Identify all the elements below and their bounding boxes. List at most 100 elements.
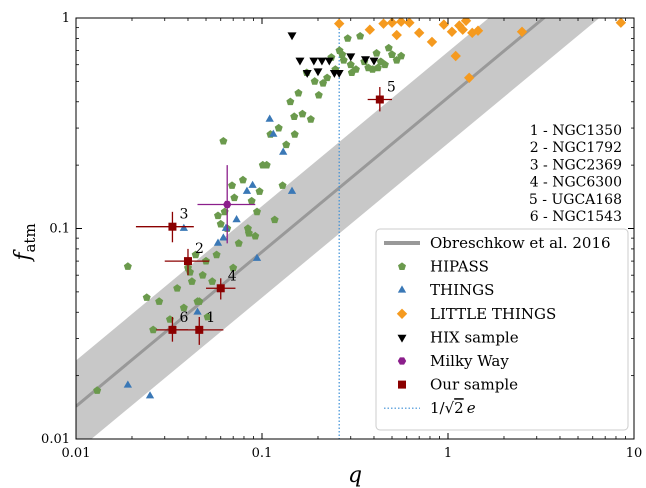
y-tick-label: 0.1 — [49, 222, 70, 237]
hipass-point — [191, 250, 200, 259]
hipass-point — [310, 77, 319, 85]
things-point — [145, 391, 155, 399]
little-things-point — [364, 24, 376, 35]
things-point — [287, 186, 297, 194]
little-things-point — [438, 19, 450, 30]
legend-label: LITTLE THINGS — [430, 305, 556, 323]
annotation-item: 6 - NGC1543 — [530, 209, 622, 225]
annotation-item: 2 - NGC1792 — [530, 140, 622, 156]
our-sample-point — [168, 222, 177, 231]
x-tick-label: 10 — [626, 446, 643, 461]
hipass-point — [397, 51, 406, 60]
hipass-point — [219, 136, 228, 145]
hipass-point — [290, 130, 299, 138]
legend-marker-square — [398, 380, 406, 389]
legend-label: HIPASS — [430, 258, 489, 276]
x-tick-label: 0.01 — [62, 446, 91, 461]
our-sample-point — [168, 325, 177, 334]
hipass-point — [212, 250, 221, 259]
hix-sample-point — [313, 68, 323, 77]
annotation-item: 4 - NGC6300 — [530, 175, 622, 191]
things-point — [242, 186, 252, 194]
hipass-point — [373, 63, 382, 72]
point-label: 2 — [195, 241, 204, 257]
legend-label: HIX sample — [430, 328, 519, 346]
y-tick-label: 1 — [62, 11, 70, 26]
hix-sample-point — [346, 53, 356, 62]
hipass-point — [251, 231, 260, 240]
hipass-point — [228, 181, 237, 189]
hix-sample-point — [317, 57, 327, 66]
hipass-point — [208, 277, 217, 285]
y-axis-label-sub: atm — [21, 223, 39, 252]
hix-sample-point — [295, 57, 305, 66]
hipass-point — [294, 88, 303, 97]
little-things-point — [386, 18, 398, 28]
hipass-point — [244, 228, 253, 237]
things-point — [221, 223, 231, 231]
hipass-point — [270, 215, 279, 224]
things-point — [279, 147, 288, 155]
things-point — [248, 180, 257, 188]
hix-sample-point — [287, 32, 297, 41]
little-things-point — [378, 18, 389, 29]
legend-label: 1/√2 e — [430, 399, 476, 417]
hix-sample-point — [324, 57, 334, 66]
legend-label: THINGS — [430, 281, 494, 299]
hipass-point — [262, 160, 271, 169]
things-point — [269, 129, 278, 137]
hipass-point — [255, 187, 264, 195]
hipass-point — [247, 196, 256, 205]
hipass-point — [346, 60, 355, 69]
hipass-point — [173, 284, 182, 292]
hipass-point — [298, 109, 307, 118]
legend-label: Obreschkow et al. 2016 — [430, 234, 611, 252]
little-things-point — [413, 27, 425, 39]
point-label: 1 — [206, 310, 215, 326]
our-sample-point — [195, 325, 204, 334]
our-sample-point — [216, 284, 225, 293]
legend: Obreschkow et al. 2016 HIPASS THINGS LITTLE… — [375, 228, 629, 431]
x-tick-label: 0.1 — [252, 446, 273, 461]
hipass-point — [238, 175, 247, 184]
little-things-point — [460, 18, 472, 26]
legend-marker-triangle-up — [397, 285, 407, 293]
little-things-point — [333, 18, 345, 29]
hipass-point — [198, 271, 207, 279]
hipass-point — [338, 50, 347, 59]
milky-way-point — [223, 200, 232, 209]
legend-box — [375, 228, 629, 431]
hipass-point — [351, 65, 360, 73]
hipass-point — [282, 140, 291, 149]
things-point — [252, 253, 262, 261]
hipass-point — [278, 181, 287, 189]
little-things-point — [516, 26, 528, 37]
things-point — [265, 114, 274, 122]
hipass-point — [214, 211, 222, 220]
legend-label: Our sample — [430, 376, 518, 394]
little-things-point — [391, 29, 402, 41]
little-things-point — [615, 18, 627, 28]
little-things-point — [450, 50, 461, 62]
annotation-item: 3 - NGC2369 — [530, 157, 622, 173]
hipass-point — [193, 297, 202, 305]
hipass-point — [216, 219, 225, 228]
x-axis-label: q — [348, 463, 362, 488]
y-axis-label: fatm — [11, 223, 39, 262]
point-label: 3 — [179, 207, 188, 223]
annotation-item: 5 - UGCA168 — [529, 192, 622, 208]
hipass-point — [203, 312, 212, 321]
hix-sample-point — [309, 57, 319, 66]
hipass-point — [343, 34, 352, 42]
hix-sample-point — [369, 57, 379, 66]
hipass-point — [149, 325, 158, 334]
svg-text:fatm: fatm — [11, 223, 39, 262]
x-tick-label: 1 — [444, 446, 452, 461]
hipass-point — [286, 97, 295, 106]
legend-marker-triangle-down — [397, 334, 407, 343]
point-label: 6 — [179, 310, 188, 326]
hipass-point — [229, 263, 238, 272]
hix-sample-point — [302, 70, 312, 78]
